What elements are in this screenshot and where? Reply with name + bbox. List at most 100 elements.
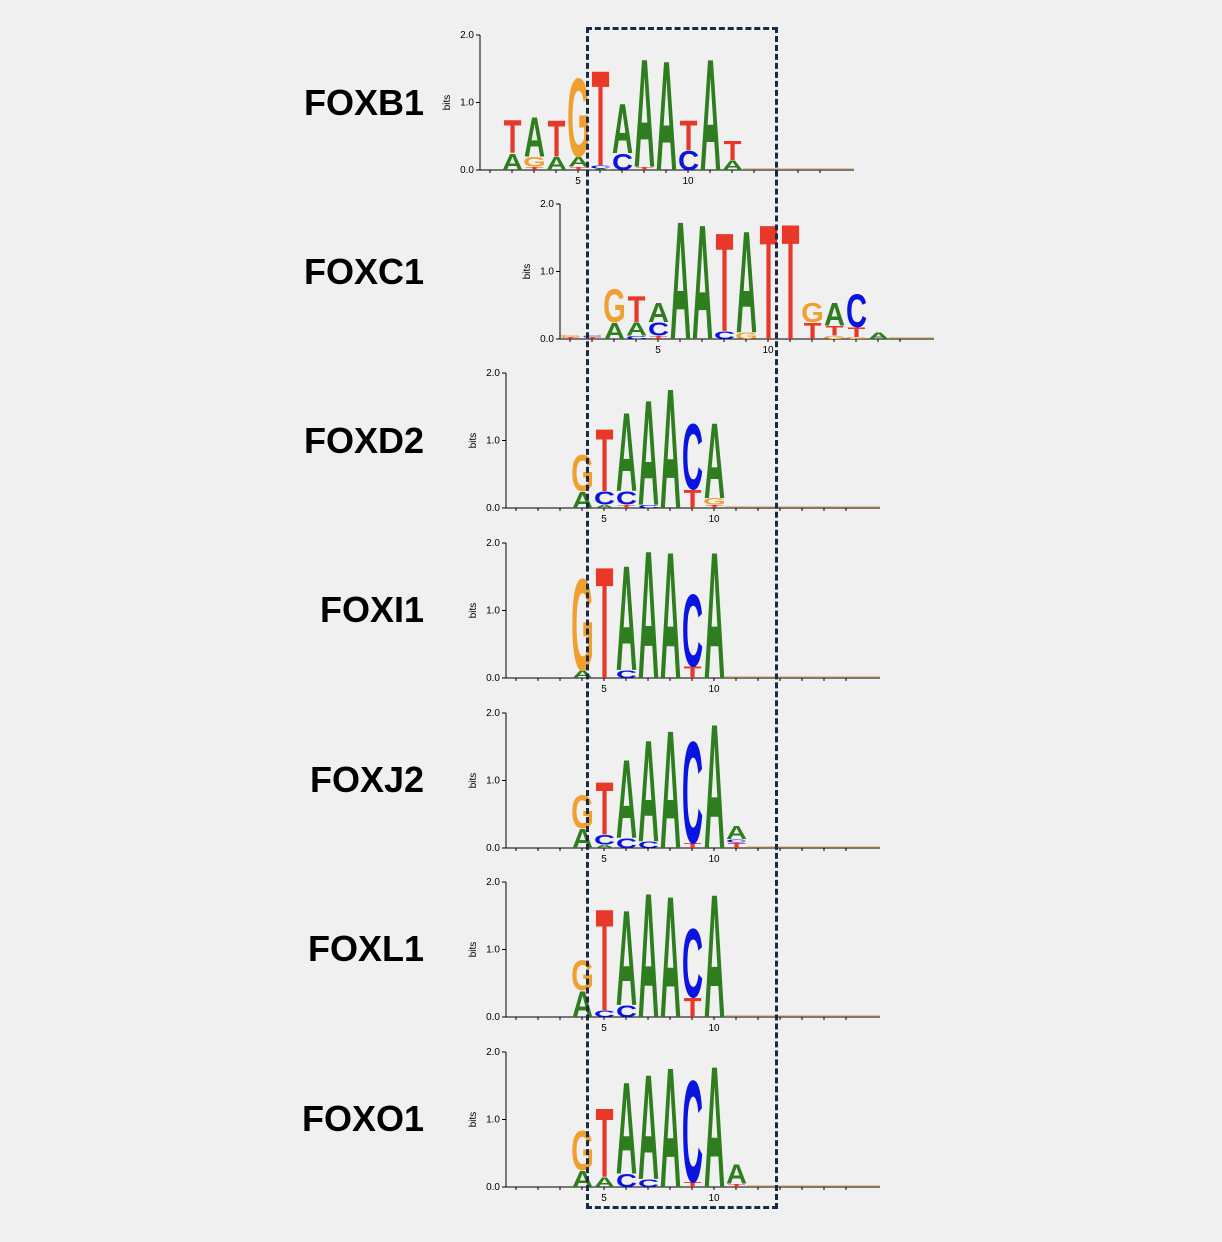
gene-label-foxj2: FOXJ2 — [309, 759, 424, 800]
logo-letter-A: A — [700, 27, 721, 205]
logo-letter-T: T — [596, 1089, 614, 1199]
logo-letter-T: T — [724, 135, 742, 166]
logo-letter-T: T — [592, 42, 610, 194]
logo-letter-C: C — [638, 1177, 659, 1190]
logo-letter-G: G — [559, 335, 582, 338]
gene-label-foxc1: FOXC1 — [303, 251, 424, 292]
logo-letter-T: T — [562, 337, 580, 340]
x-tick-label: 10 — [708, 514, 720, 525]
logo-letter-C: C — [626, 335, 647, 340]
logo-letter-C: C — [616, 835, 637, 851]
logo-letter-T: T — [584, 337, 602, 340]
logo-letter-A: A — [616, 1056, 637, 1202]
logo-letter-A: A — [704, 401, 725, 521]
gene-label-foxd2: FOXD2 — [303, 420, 424, 461]
logo-letter-A: A — [546, 154, 567, 175]
y-tick-label: 0.0 — [540, 334, 554, 345]
y-tick-label: 0.0 — [486, 673, 500, 684]
logo-letter-C: C — [594, 1008, 616, 1019]
x-tick-label: 5 — [655, 345, 661, 356]
logo-letter-A: A — [704, 1031, 725, 1225]
y-tick-label: 2.0 — [486, 877, 500, 888]
x-tick-label: 10 — [708, 1023, 720, 1034]
logo-letter-A: A — [638, 369, 659, 537]
logo-letter-C: C — [726, 839, 747, 844]
logo-letter-C: C — [582, 335, 603, 337]
y-tick-label: 2.0 — [486, 708, 500, 719]
y-tick-label: 1.0 — [486, 606, 500, 617]
logo-letter-A: A — [594, 844, 615, 849]
logo-letter-T: T — [628, 290, 646, 331]
y-tick-label: 1.0 — [486, 945, 500, 956]
logo-letter-A: A — [604, 318, 625, 345]
logo-letter-C: C — [616, 489, 637, 510]
gene-label-foxo1: FOXO1 — [301, 1098, 424, 1139]
logo-letter-A: A — [616, 882, 637, 1034]
logo-letter-T: T — [650, 335, 668, 340]
gene-label-foxi1: FOXI1 — [319, 589, 424, 630]
logo-letter-A: A — [692, 190, 713, 374]
logo-letter-T: T — [596, 767, 614, 851]
logo-letter-A: A — [704, 688, 725, 888]
x-tick-label: 5 — [601, 684, 607, 695]
logo-letter-C: C — [682, 404, 703, 509]
logo-letter-C: C — [682, 909, 703, 1019]
logo-letter-T: T — [548, 110, 566, 168]
y-axis-label: bits — [468, 942, 479, 958]
gene-label-foxl1: FOXL1 — [307, 928, 424, 969]
logo-letter-G: G — [735, 330, 758, 341]
logo-letter-T: T — [596, 880, 614, 1042]
logo-letter-A: A — [568, 154, 589, 170]
logo-letter-A: A — [594, 504, 615, 509]
logo-letter-G: G — [801, 298, 824, 329]
y-axis-label: bits — [442, 95, 453, 111]
logo-letter-A: A — [616, 738, 637, 863]
logo-letter-T: T — [706, 504, 724, 509]
logo-letter-T: T — [782, 191, 800, 375]
logo-letter-A: A — [626, 320, 647, 341]
logo-letter-G: G — [567, 57, 590, 182]
x-tick-label: 10 — [708, 854, 720, 865]
logo-letter-A: A — [638, 1043, 659, 1211]
logo-letter-T: T — [760, 190, 778, 374]
logo-letter-A: A — [704, 858, 725, 1055]
logo-letter-C: C — [682, 712, 703, 874]
y-axis-label: bits — [468, 433, 479, 449]
logo-letter-A: A — [722, 157, 743, 173]
y-tick-label: 1.0 — [486, 436, 500, 447]
logo-letter-A: A — [594, 1174, 615, 1190]
gene-label-foxb1: FOXB1 — [303, 82, 424, 123]
y-tick-label: 2.0 — [486, 538, 500, 549]
logo-letter-C: C — [594, 832, 615, 848]
logo-letter-A: A — [704, 516, 725, 717]
logo-letter-C: C — [594, 489, 615, 510]
logo-letter-C: C — [846, 286, 867, 338]
logo-letter-A: A — [736, 202, 757, 364]
logo-letter-T: T — [570, 166, 588, 171]
x-tick-label: 5 — [601, 1193, 607, 1204]
x-tick-label: 10 — [708, 684, 720, 695]
logo-letter-A: A — [648, 298, 669, 329]
logo-letter-T: T — [804, 318, 822, 345]
y-tick-label: 0.0 — [486, 503, 500, 514]
y-tick-label: 2.0 — [460, 30, 474, 41]
logo-letter-A: A — [502, 149, 523, 176]
y-tick-label: 0.0 — [486, 1012, 500, 1023]
logo-letter-A: A — [726, 823, 747, 844]
y-tick-label: 0.0 — [460, 165, 474, 176]
logo-letter-A: A — [660, 516, 681, 717]
x-tick-label: 5 — [601, 1023, 607, 1034]
logo-letter-G: G — [603, 281, 626, 333]
y-tick-label: 2.0 — [486, 368, 500, 379]
y-tick-label: 1.0 — [540, 267, 554, 278]
logo-letter-T: T — [848, 324, 866, 340]
logo-letter-A: A — [660, 355, 681, 546]
y-tick-label: 2.0 — [540, 199, 554, 210]
logo-letter-T: T — [526, 166, 544, 171]
logo-letter-A: A — [660, 1034, 681, 1225]
y-axis-label: bits — [468, 773, 479, 789]
logo-letter-A: A — [590, 168, 611, 170]
y-tick-label: 1.0 — [486, 776, 500, 787]
logo-letter-A: A — [612, 90, 633, 168]
